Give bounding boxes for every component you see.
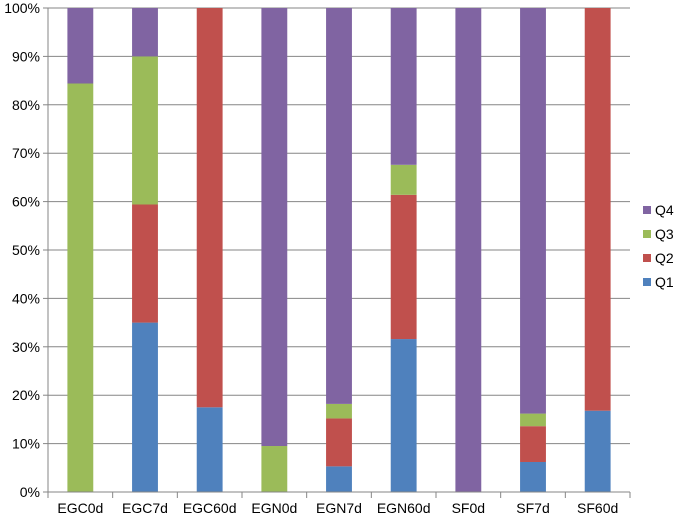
x-tick-label: SF60d	[577, 500, 618, 516]
y-tick-label: 60%	[12, 194, 40, 210]
bar-q4-egn0d	[261, 8, 288, 447]
legend-swatch-q2	[643, 254, 651, 262]
bars	[67, 8, 611, 492]
y-tick-label: 50%	[12, 242, 40, 258]
bar-q1-egc7d	[132, 322, 158, 492]
bar-q2-sf7d	[520, 426, 546, 462]
bar-q3-egn0d	[261, 446, 288, 492]
bar-q2-egn60d	[390, 194, 417, 340]
y-tick-label: 40%	[12, 290, 40, 306]
x-tick-label: EGN0d	[251, 500, 297, 516]
x-tick-label: EGC0d	[57, 500, 103, 516]
legend-swatch-q3	[643, 230, 651, 238]
x-tick-label: EGC7d	[122, 500, 168, 516]
y-tick-label: 0%	[20, 484, 40, 500]
y-tick-label: 100%	[4, 0, 40, 16]
bar-q3-sf7d	[520, 413, 546, 427]
bar-q4-egn60d	[390, 8, 417, 165]
legend: Q4 Q3 Q2 Q1	[643, 202, 674, 290]
legend-label-q1: Q1	[655, 274, 674, 290]
bar-q1-egn60d	[390, 339, 417, 492]
x-tick-label: SF0d	[452, 500, 485, 516]
bar-q1-sf7d	[520, 461, 546, 492]
x-tick-label: EGC60d	[183, 500, 237, 516]
bar-q3-egn7d	[326, 403, 352, 419]
bar-q3-egc0d	[67, 83, 94, 492]
bar-q1-sf60d	[584, 410, 611, 492]
bar-q3-egn60d	[390, 164, 417, 195]
axes: 0% 10% 20% 30% 40% 50% 60% 70% 80% 90% 100% EGC0d EG…	[4, 0, 631, 516]
bar-q1-egn7d	[326, 466, 352, 492]
legend-swatch-q4	[643, 206, 651, 214]
legend-label-q3: Q3	[655, 226, 674, 242]
bar-q4-sf0d	[455, 8, 482, 492]
legend-label-q2: Q2	[655, 250, 674, 266]
bar-q4-egn7d	[326, 8, 352, 404]
bar-q2-egc60d	[196, 8, 223, 408]
legend-label-q4: Q4	[655, 202, 674, 218]
bar-q4-sf7d	[520, 8, 546, 414]
legend-swatch-q1	[643, 278, 651, 286]
bar-q4-egc7d	[132, 8, 158, 57]
y-tick-label: 20%	[12, 387, 40, 403]
bar-q2-egn7d	[326, 418, 352, 467]
y-tick-label: 30%	[12, 339, 40, 355]
bar-q1-egc60d	[196, 407, 223, 492]
bar-q3-egc7d	[132, 56, 158, 205]
x-tick-label: SF7d	[516, 500, 549, 516]
y-tick-label: 80%	[12, 97, 40, 113]
y-tick-label: 90%	[12, 48, 40, 64]
y-tick-label: 10%	[12, 436, 40, 452]
x-tick-label: EGN7d	[316, 500, 362, 516]
x-tick-label: EGN60d	[377, 500, 431, 516]
bar-q4-egc0d	[67, 8, 94, 84]
bar-q2-sf60d	[584, 8, 611, 411]
bar-q2-egc7d	[132, 204, 158, 323]
y-tick-label: 70%	[12, 145, 40, 161]
